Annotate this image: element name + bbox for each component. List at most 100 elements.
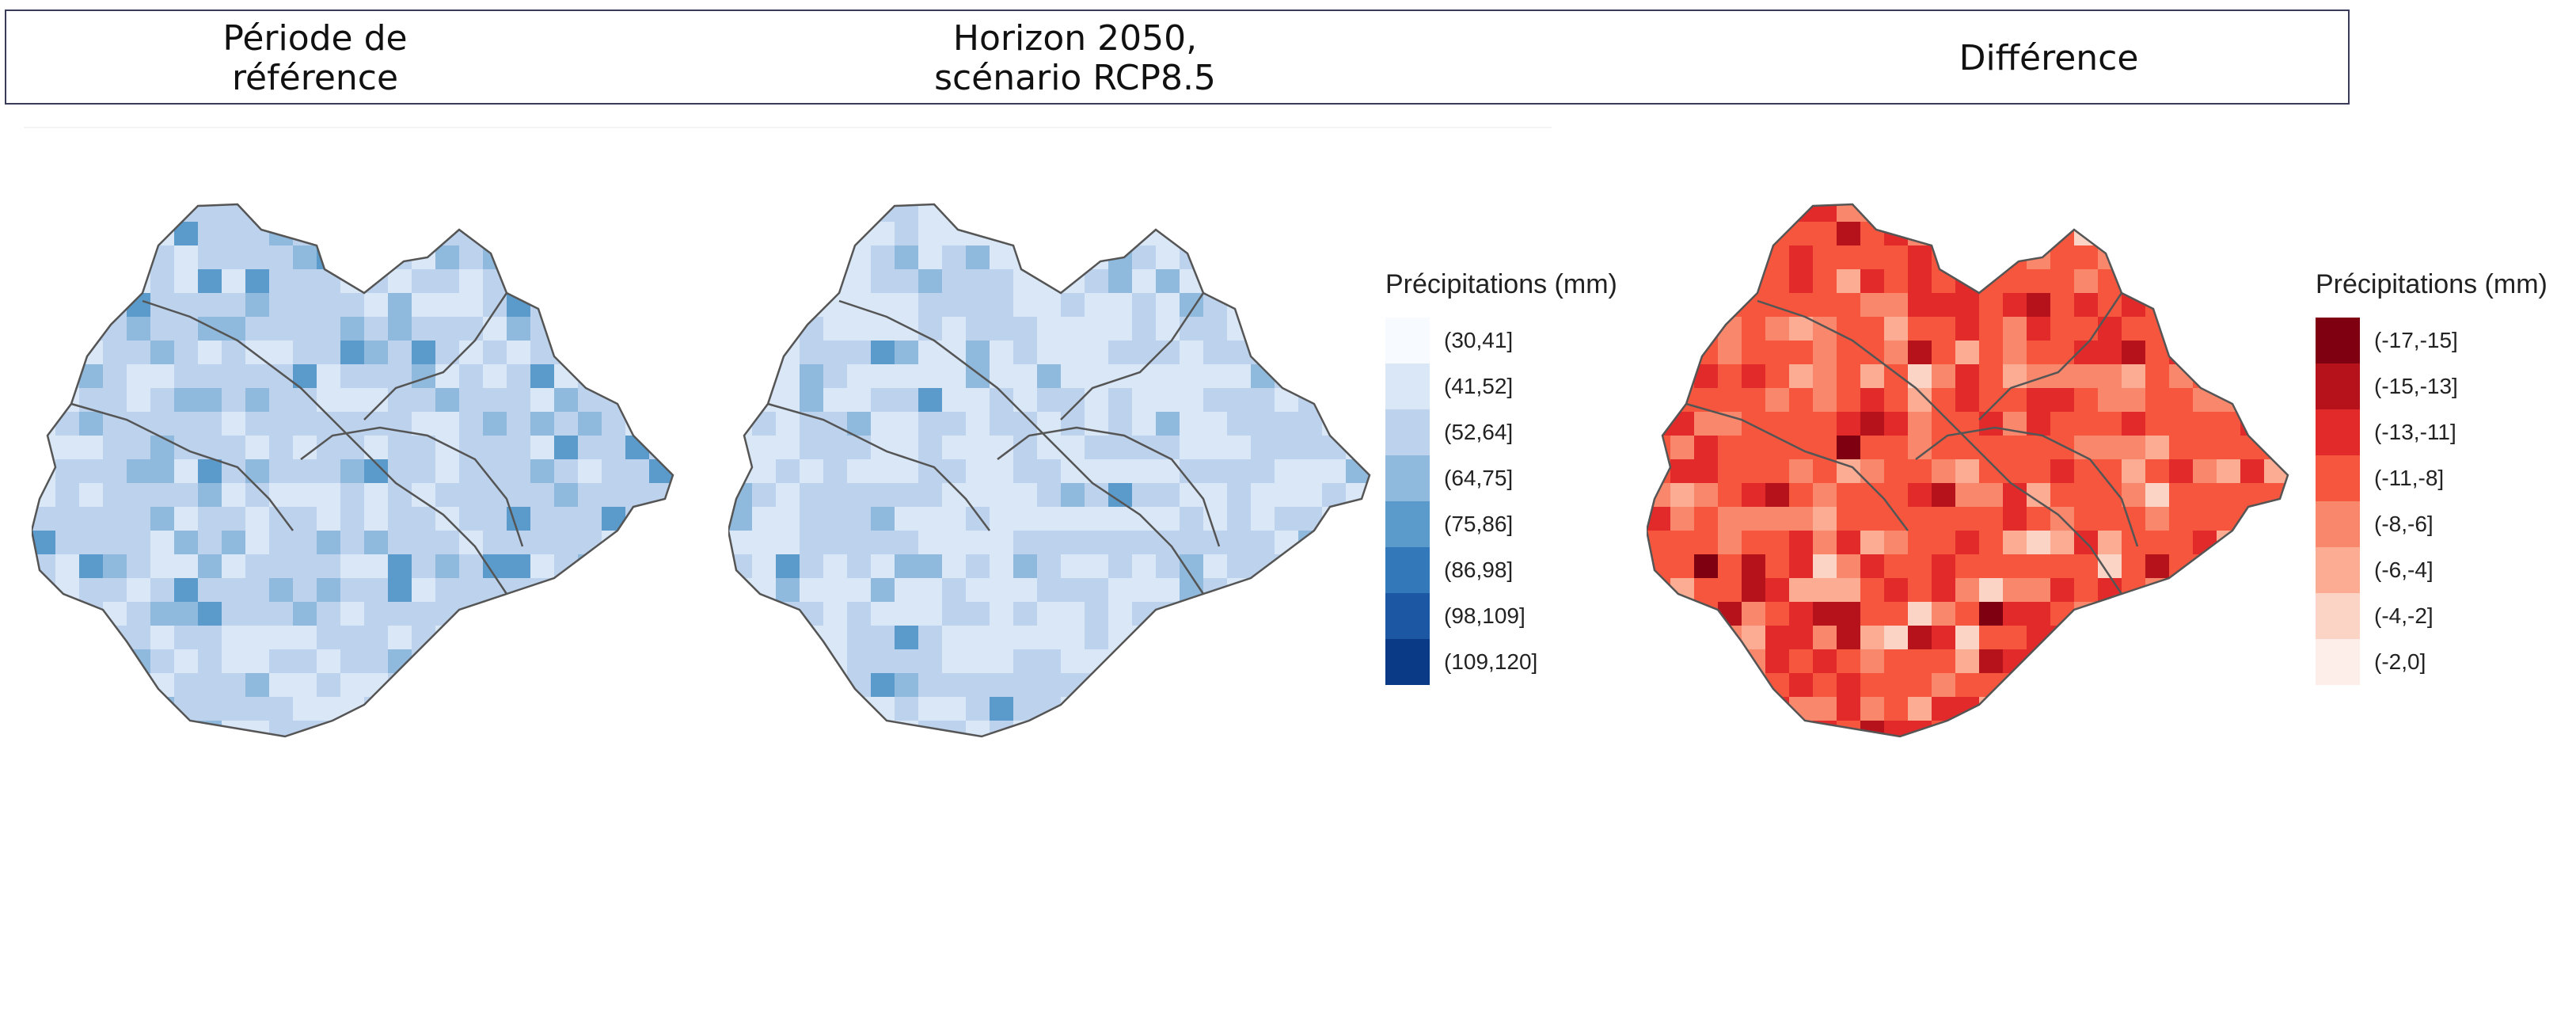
grid-cell	[1108, 269, 1132, 293]
grid-cell	[1203, 602, 1227, 626]
grid-cell	[79, 697, 103, 721]
grid-cell	[2264, 649, 2288, 673]
grid-cell	[1979, 293, 2003, 317]
grid-cell	[966, 293, 990, 317]
grid-cell	[1908, 483, 1932, 507]
grid-cell	[895, 578, 918, 602]
grid-cell	[1837, 744, 1860, 768]
grid-cell	[150, 602, 174, 626]
grid-cell	[966, 436, 990, 459]
grid-cell	[1251, 673, 1275, 697]
grid-cell	[895, 269, 918, 293]
legend-label: (-4,-2]	[2374, 603, 2434, 628]
grid-cell	[2217, 673, 2240, 697]
grid-cell	[269, 204, 293, 222]
legend-swatch	[1385, 639, 1430, 685]
grid-cell	[1061, 293, 1085, 317]
grid-cell	[435, 388, 459, 412]
grid-cell	[1789, 364, 1813, 388]
grid-cell	[483, 459, 507, 483]
grid-cell	[2288, 649, 2296, 673]
grid-cell	[918, 554, 942, 578]
grid-cell	[483, 507, 507, 531]
grid-cell	[2027, 507, 2050, 531]
grid-cell	[776, 507, 800, 531]
grid-cell	[530, 269, 554, 293]
grid-cell	[1346, 388, 1370, 412]
grid-cell	[103, 507, 127, 531]
grid-cell	[1694, 269, 1718, 293]
grid-cell	[388, 721, 412, 736]
grid-cell	[1251, 602, 1275, 626]
grid-cell	[2264, 412, 2288, 436]
grid-cell	[317, 293, 340, 317]
grid-cell	[1979, 341, 2003, 364]
grid-cell	[1203, 697, 1227, 721]
grid-cell	[2074, 697, 2098, 721]
grid-cell	[2027, 578, 2050, 602]
grid-cell	[918, 673, 942, 697]
grid-cell	[1979, 649, 2003, 673]
grid-cell	[1203, 204, 1227, 222]
grid-cell	[2145, 721, 2169, 736]
grid-cell	[1156, 744, 1180, 768]
grid-cell	[459, 626, 483, 649]
grid-cell	[1085, 222, 1108, 245]
grid-cell	[1742, 554, 1765, 578]
grid-cell	[245, 293, 269, 317]
legend-swatch	[1385, 455, 1430, 501]
grid-cell	[1298, 649, 1322, 673]
grid-cell	[1298, 697, 1322, 721]
grid-cell	[2240, 317, 2264, 341]
grid-cell	[2193, 649, 2217, 673]
grid-cell	[942, 673, 966, 697]
grid-cell	[578, 649, 602, 673]
grid-cell	[198, 626, 222, 649]
grid-cell	[1037, 602, 1061, 626]
grid-cell	[1156, 222, 1180, 245]
grid-cell	[1955, 483, 1979, 507]
grid-cell	[871, 673, 895, 697]
grid-cell	[1813, 554, 1837, 578]
grid-cell	[2217, 649, 2240, 673]
grid-cell	[1718, 578, 1742, 602]
grid-cell	[269, 602, 293, 626]
grid-cell	[103, 436, 127, 459]
grid-cell	[2145, 507, 2169, 531]
grid-cell	[1789, 483, 1813, 507]
grid-cell	[1932, 673, 1955, 697]
grid-cell	[1156, 204, 1180, 222]
grid-cell	[1346, 626, 1370, 649]
grid-cell	[578, 744, 602, 768]
grid-cell	[79, 507, 103, 531]
grid-cell	[895, 459, 918, 483]
grid-cell	[2003, 554, 2027, 578]
grid-cell	[625, 412, 649, 436]
grid-cell	[483, 554, 507, 578]
grid-cell	[507, 222, 530, 245]
grid-cell	[1037, 317, 1061, 341]
grid-cell	[1837, 673, 1860, 697]
grid-cell	[245, 673, 269, 697]
grid-cell	[673, 673, 681, 697]
grid-cell	[728, 626, 752, 649]
grid-cell	[1718, 204, 1742, 222]
grid-cell	[966, 649, 990, 673]
grid-cell	[1275, 649, 1298, 673]
grid-cell	[198, 412, 222, 436]
grid-cell	[728, 204, 752, 222]
legend-swatch	[2316, 409, 2360, 455]
grid-cell	[728, 649, 752, 673]
grid-cell	[1180, 507, 1203, 531]
grid-cell	[530, 245, 554, 269]
grid-cell	[2098, 269, 2122, 293]
grid-cell	[1955, 388, 1979, 412]
grid-cell	[2003, 721, 2027, 736]
grid-cell	[1298, 626, 1322, 649]
grid-cell	[1108, 531, 1132, 554]
grid-cell	[174, 364, 198, 388]
grid-cell	[1132, 649, 1156, 673]
grid-cell	[2264, 744, 2288, 768]
grid-cell	[1156, 554, 1180, 578]
grid-cell	[1370, 364, 1377, 388]
